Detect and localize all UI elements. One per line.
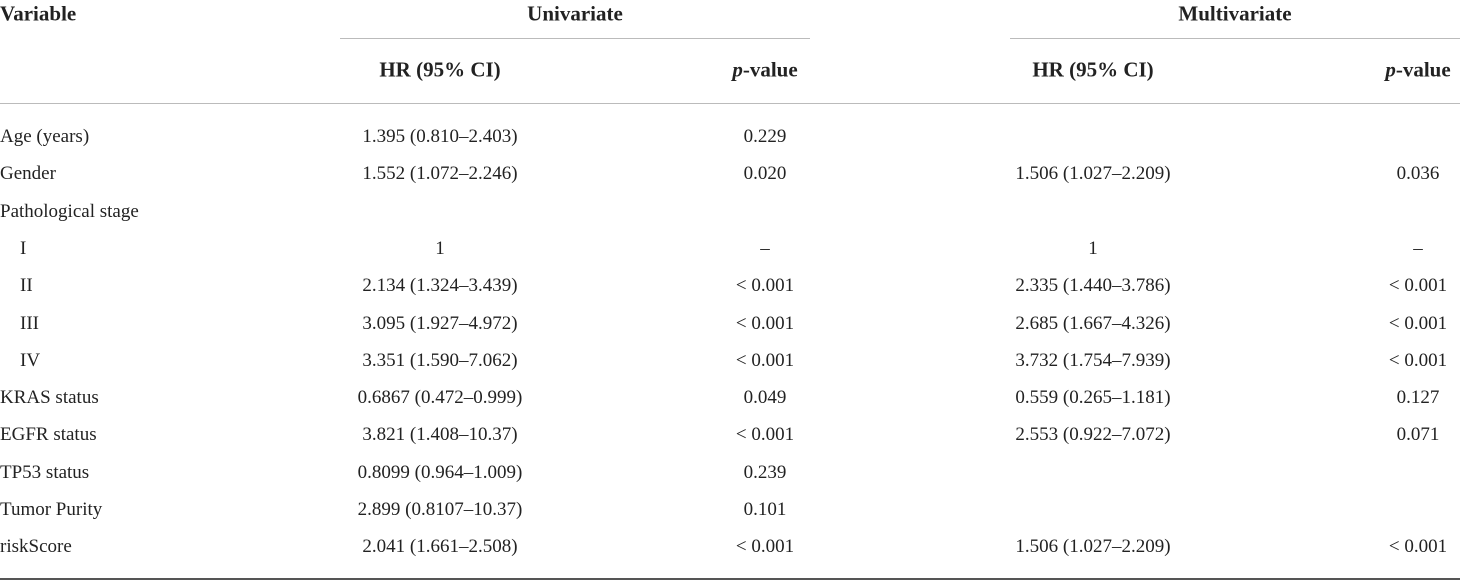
variable-label: TP53 status (0, 461, 90, 483)
column-header: HR (95% CI) (1032, 57, 1154, 82)
cell: < 0.001 (735, 424, 795, 446)
group-title: Univariate (527, 1, 623, 26)
group-rule (1010, 38, 1460, 39)
cell: < 0.001 (735, 349, 795, 371)
cell: 2.041 (1.661–2.508) (362, 536, 518, 558)
column-header: p-value (732, 57, 798, 82)
cell: 3.732 (1.754–7.939) (1015, 349, 1171, 371)
cell: 0.049 (743, 387, 787, 409)
bottom-rule (0, 578, 1460, 580)
variable-label: Age (years) (0, 126, 90, 147)
level-label: II (20, 275, 33, 297)
cell: 0.229 (743, 126, 787, 147)
cell: < 0.001 (1388, 536, 1448, 558)
variable-label: Pathological stage (0, 200, 139, 222)
cell: 0.127 (1396, 387, 1440, 409)
level-label: I (20, 237, 27, 259)
column-header: HR (95% CI) (379, 57, 501, 82)
cell: 1 (435, 237, 445, 259)
cell: 3.821 (1.408–10.37) (362, 424, 518, 446)
cell: 2.335 (1.440–3.786) (1015, 275, 1171, 297)
cell: 2.553 (0.922–7.072) (1015, 424, 1171, 446)
cell: 0.020 (743, 163, 787, 185)
header-variable: Variable (0, 1, 77, 26)
header-rule (0, 103, 1460, 104)
cell: 1.395 (0.810–2.403) (362, 126, 518, 147)
variable-label: Gender (0, 163, 56, 185)
cell: 1 (1088, 237, 1098, 259)
cell: 0.6867 (0.472–0.999) (357, 387, 523, 409)
cell: – (760, 237, 770, 259)
cell: 2.134 (1.324–3.439) (362, 275, 518, 297)
cell: 0.071 (1396, 424, 1440, 446)
group-title: Multivariate (1178, 1, 1292, 26)
cell: < 0.001 (1388, 275, 1448, 297)
cell: 0.559 (0.265–1.181) (1015, 387, 1171, 409)
variable-label: riskScore (0, 536, 72, 558)
variable-label: EGFR status (0, 424, 97, 446)
cell: 0.239 (743, 461, 787, 483)
cell: < 0.001 (1388, 312, 1448, 334)
cell: 1.552 (1.072–2.246) (362, 163, 518, 185)
cell: 0.036 (1396, 163, 1440, 185)
cell: 2.685 (1.667–4.326) (1015, 312, 1171, 334)
cell: < 0.001 (735, 536, 795, 558)
level-label: III (20, 312, 39, 334)
column-header: p-value (1385, 57, 1451, 82)
cell: < 0.001 (1388, 349, 1448, 371)
cell: 1.506 (1.027–2.209) (1015, 536, 1171, 558)
cell: < 0.001 (735, 275, 795, 297)
cell: < 0.001 (735, 312, 795, 334)
cell: 0.101 (743, 499, 787, 520)
cell: 0.8099 (0.964–1.009) (357, 461, 523, 483)
cell: – (1413, 237, 1423, 259)
cell: 1.506 (1.027–2.209) (1015, 163, 1171, 185)
cell: 3.351 (1.590–7.062) (362, 349, 518, 371)
cell: 2.899 (0.8107–10.37) (357, 499, 523, 520)
cell: 3.095 (1.927–4.972) (362, 312, 518, 334)
variable-label: KRAS status (0, 387, 99, 409)
variable-label: Tumor Purity (0, 499, 103, 520)
level-label: IV (20, 349, 41, 371)
group-rule (340, 38, 810, 39)
